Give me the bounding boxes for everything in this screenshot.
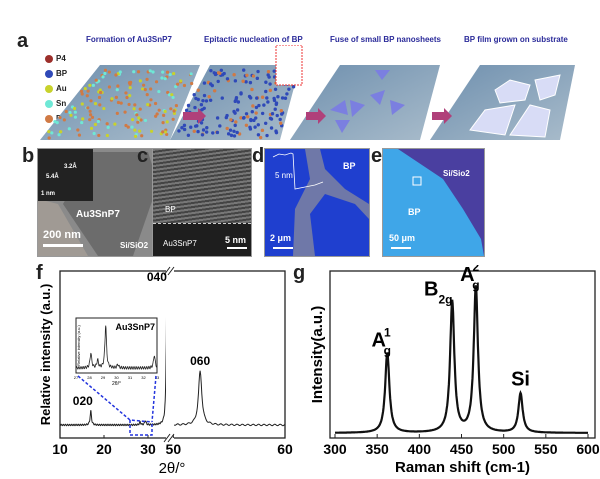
peak-label-020: 020 (73, 394, 93, 408)
legend-label: Au (56, 84, 67, 93)
tem-image-b: 3.2Å 5.4Å 1 nm Au3SnP7 Si/SiO2 200 nm (37, 148, 159, 257)
atom-icon (45, 114, 53, 123)
raman-series (335, 285, 588, 434)
x-tick-label: 550 (534, 441, 558, 457)
inset-series (75, 325, 158, 370)
tem-image-c: BP Au3SnP7 5 nm (152, 148, 252, 257)
panel-d-label: d (252, 145, 265, 167)
x-tick-label: 50 (166, 441, 182, 457)
inset-x-tick: 33 (155, 375, 160, 380)
legend-label: P4 (56, 54, 66, 63)
peak-label-060: 060 (190, 354, 210, 368)
peak-label-040: 040 (147, 270, 167, 284)
y-axis-label: Relative intensity (a.u.) (38, 284, 53, 426)
legend-item-sn: Sn (45, 99, 66, 108)
stage-title-4: BP film grown on substrate (464, 35, 568, 44)
bp-label: BP (343, 161, 356, 171)
bp-films (469, 74, 561, 138)
arrows (183, 108, 452, 124)
scale-bar-label: 50 μm (389, 233, 416, 243)
substrate-label: Si/SiO2 (120, 241, 149, 250)
scale-bar (43, 244, 83, 247)
substrate-label: Si/Sio2 (443, 169, 470, 178)
x-tick-label: 450 (450, 441, 474, 457)
legend-item-bp: BP (45, 69, 67, 78)
x-axis-label: 2θ/° (159, 460, 186, 477)
inset-x-label: 2θ/° (112, 381, 121, 387)
stage-title-3: Fuse of small BP nanosheets (330, 35, 441, 44)
zoom-box (275, 45, 303, 86)
panel-e-label: e (371, 145, 383, 167)
material-label: Au3SnP7 (76, 209, 120, 220)
panel-b-label: b (22, 145, 35, 167)
bp-label: BP (408, 207, 421, 217)
atom-icon (45, 99, 53, 108)
legend-label: BP (56, 69, 68, 78)
raman-chart: 300 350 400 450 500 550 600 Raman shift (cm-1) I… (309, 265, 600, 476)
inset-scale: 1 nm (41, 191, 56, 197)
zoom-lines (77, 375, 157, 436)
stage-title-2: Epitactic nucleation of BP (204, 35, 303, 44)
inset-x-tick: 27 (74, 375, 79, 380)
y-axis-label: Intensity(a.u.) (309, 306, 326, 404)
scale-bar-label: 2 μm (270, 233, 292, 243)
step-height-label: 5 nm (275, 171, 293, 180)
hrtem-inset: 3.2Å 5.4Å 1 nm (38, 149, 93, 201)
inset-y-label: Relative intensity (a.u.) (76, 324, 81, 365)
inset-x-tick: 31 (128, 375, 133, 380)
inset-title: Au3SnP7 (115, 322, 155, 332)
stage-title-1: Formation of Au3SnP7 (86, 35, 172, 44)
scale-bar-label: 5 nm (225, 235, 247, 245)
x-tick-label: 300 (323, 441, 347, 457)
atom-icon (45, 84, 53, 93)
panel-a-label: a (17, 30, 29, 52)
axis-break (163, 266, 175, 443)
bp-label: BP (165, 205, 176, 214)
panel-c-label: c (137, 145, 149, 167)
au3snp7-label: Au3SnP7 (163, 239, 197, 248)
atom-icon (45, 69, 53, 78)
x-axis-label: Raman shift (cm-1) (395, 459, 530, 476)
x-tick-label: 20 (96, 441, 112, 457)
x-tick-label: 60 (277, 441, 293, 457)
legend-item-au: Au (45, 84, 67, 93)
bp-triangles (330, 70, 405, 133)
optical-image-e: Si/Sio2 BP 50 μm (382, 148, 485, 257)
x-tick-label: 350 (365, 441, 389, 457)
x-tick-label: 30 (140, 441, 156, 457)
x-tick-label: 600 (576, 441, 600, 457)
inset-x-tick: 32 (141, 375, 146, 380)
xrd-chart: 10 20 30 50 60 2θ/° Relative intensity (a.u.) 0… (38, 265, 293, 479)
substrate-3 (290, 65, 440, 140)
peak-label: B2g (424, 279, 452, 307)
growth-schematic (40, 45, 575, 140)
scale-bar-label: 200 nm (43, 229, 81, 241)
plot-frame (329, 270, 596, 439)
peak-label: A1 g (372, 326, 391, 358)
x-tick-label: 500 (492, 441, 516, 457)
peak-label: Si (511, 369, 530, 391)
inset-x-tick: 28 (87, 375, 92, 380)
x-tick-label: 10 (52, 441, 68, 457)
x-tick-label: 400 (408, 441, 432, 457)
peak-label: A2 g (460, 265, 479, 292)
panel-g-label: g (293, 262, 306, 284)
legend-item-p4: P4 (45, 54, 66, 63)
d-spacing-1: 3.2Å (64, 164, 77, 170)
atom-icon (45, 54, 53, 63)
inset-x-tick: 29 (101, 375, 106, 380)
legend-label: Sn (56, 99, 67, 108)
d-spacing-2: 5.4Å (46, 174, 59, 180)
panel-f-label: f (36, 262, 43, 284)
inset-x-tick: 30 (114, 375, 119, 380)
afm-image-d: 5 nm BP 2 μm (264, 148, 370, 257)
